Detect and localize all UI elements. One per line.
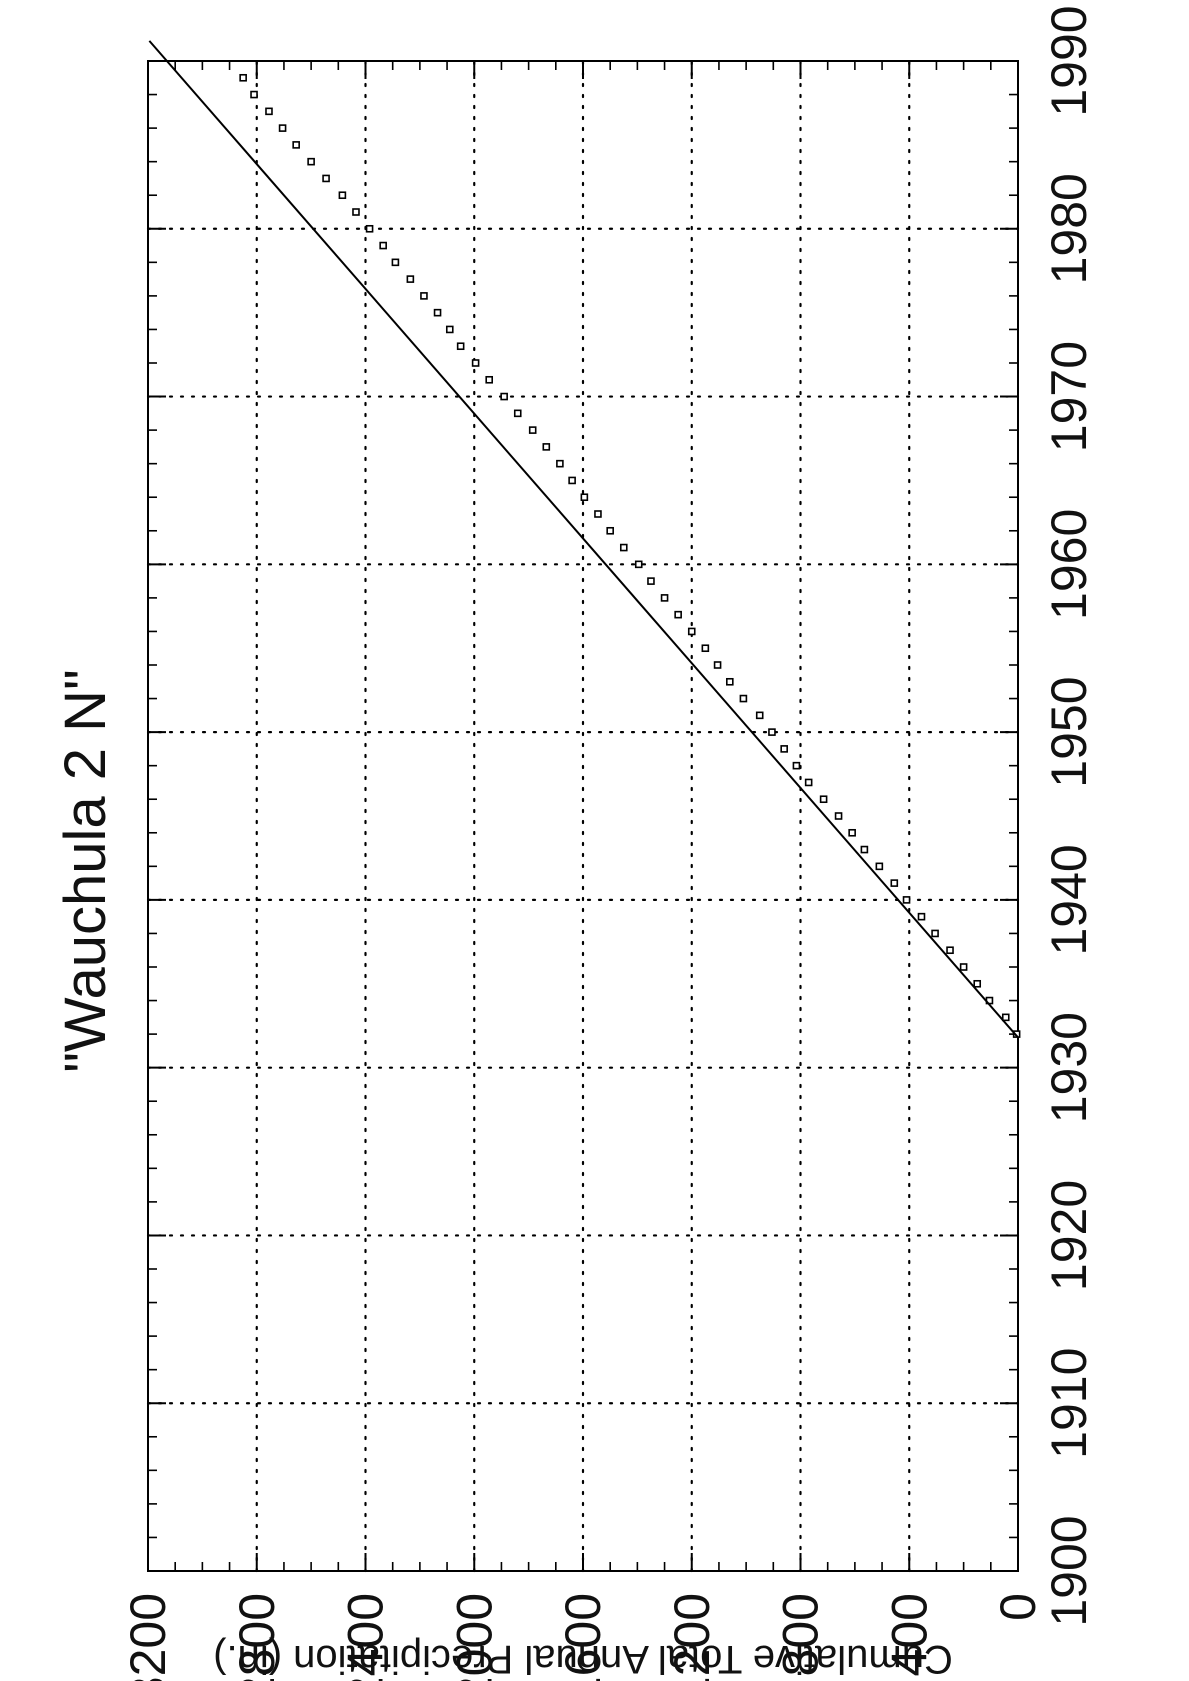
data-point [780, 745, 788, 753]
data-point [804, 778, 813, 787]
data-point [513, 409, 522, 418]
x-tick-label: 1960 [1041, 509, 1097, 620]
x-tick-label: 1990 [1041, 5, 1097, 116]
data-point [860, 845, 869, 854]
data-point [755, 711, 764, 720]
axis-ticks [148, 61, 1018, 1571]
data-point [250, 90, 258, 99]
data-point [594, 510, 602, 518]
data-point [456, 342, 465, 351]
y-tick-label: 1600 [555, 1593, 611, 1681]
series [148, 40, 1021, 1039]
data-point [239, 73, 247, 82]
data-point [420, 292, 428, 300]
data-point [580, 493, 589, 502]
data-point [726, 677, 734, 686]
y-tick-label: 2000 [446, 1593, 502, 1681]
data-point [917, 912, 926, 921]
data-point [792, 761, 801, 770]
x-tick-label: 1940 [1041, 844, 1097, 955]
data-point [485, 375, 494, 384]
data-point [619, 543, 628, 552]
x-tick-label: 1950 [1041, 676, 1097, 787]
y-tick-label: 2800 [229, 1593, 285, 1681]
data-point [307, 157, 315, 166]
data-point [528, 426, 537, 434]
x-tick-labels: 1900 1910 1920 1930 1940 1950 1960 1970 1980 1990 [1041, 5, 1097, 1626]
data-point [959, 963, 968, 971]
data-point [568, 476, 576, 485]
grid [146, 59, 1020, 1573]
data-point [647, 577, 655, 585]
data-point [713, 661, 722, 669]
data-point [471, 359, 480, 367]
data-point [391, 258, 400, 267]
data-point [875, 862, 884, 871]
x-tick-label: 1970 [1041, 341, 1097, 452]
data-point [606, 526, 614, 535]
data-point [352, 208, 360, 216]
data-point [660, 594, 669, 602]
data-point [739, 694, 748, 703]
x-tick-label: 1910 [1041, 1348, 1097, 1459]
y-tick-label: 800 [773, 1593, 829, 1676]
data-point [433, 308, 442, 317]
data-point [379, 241, 387, 250]
data-point [973, 979, 982, 988]
data-point [768, 728, 776, 736]
y-tick-label: 2400 [338, 1593, 394, 1681]
data-point [542, 443, 551, 451]
data-point [931, 929, 939, 938]
data-point [834, 812, 843, 820]
x-tick-label: 1920 [1041, 1180, 1097, 1291]
data-point [406, 275, 415, 283]
data-point [634, 560, 643, 569]
y-tick-label: 400 [881, 1593, 937, 1676]
data-point [946, 946, 954, 955]
y-tick-label: 3200 [120, 1593, 176, 1681]
data-point [701, 644, 710, 653]
y-axis-label: Cumulative Total Annual Precipitation (i… [213, 1637, 953, 1681]
data-point [265, 107, 273, 116]
trend-line [148, 40, 1019, 1039]
data-point [500, 392, 508, 401]
data-point [687, 627, 696, 636]
data-point [322, 174, 330, 183]
data-point [338, 191, 347, 200]
data-point [445, 325, 454, 334]
x-tick-label: 1900 [1041, 1515, 1097, 1626]
data-point [848, 828, 856, 837]
data-point [292, 141, 300, 149]
chart-title: "Wauchula 2 N" [53, 669, 118, 1072]
plot-area [147, 60, 1019, 1572]
y-tick-labels: 0 400 800 1200 1600 2000 2400 2800 3200 [120, 1593, 1046, 1681]
data-point [674, 610, 682, 619]
data-point [278, 124, 287, 132]
data-point [365, 224, 374, 233]
data-point [1001, 1013, 1010, 1022]
data-point [902, 896, 911, 904]
data-point [556, 459, 564, 468]
rotated-chart-group: 1900 1910 1920 1930 1940 1950 1960 1970 1980 1990… [53, 5, 1097, 1681]
data-point [819, 795, 828, 804]
y-tick-label: 0 [990, 1593, 1046, 1621]
y-tick-label: 1200 [664, 1593, 720, 1681]
data-point [890, 879, 899, 887]
x-tick-label: 1980 [1041, 173, 1097, 284]
x-tick-label: 1930 [1041, 1012, 1097, 1123]
